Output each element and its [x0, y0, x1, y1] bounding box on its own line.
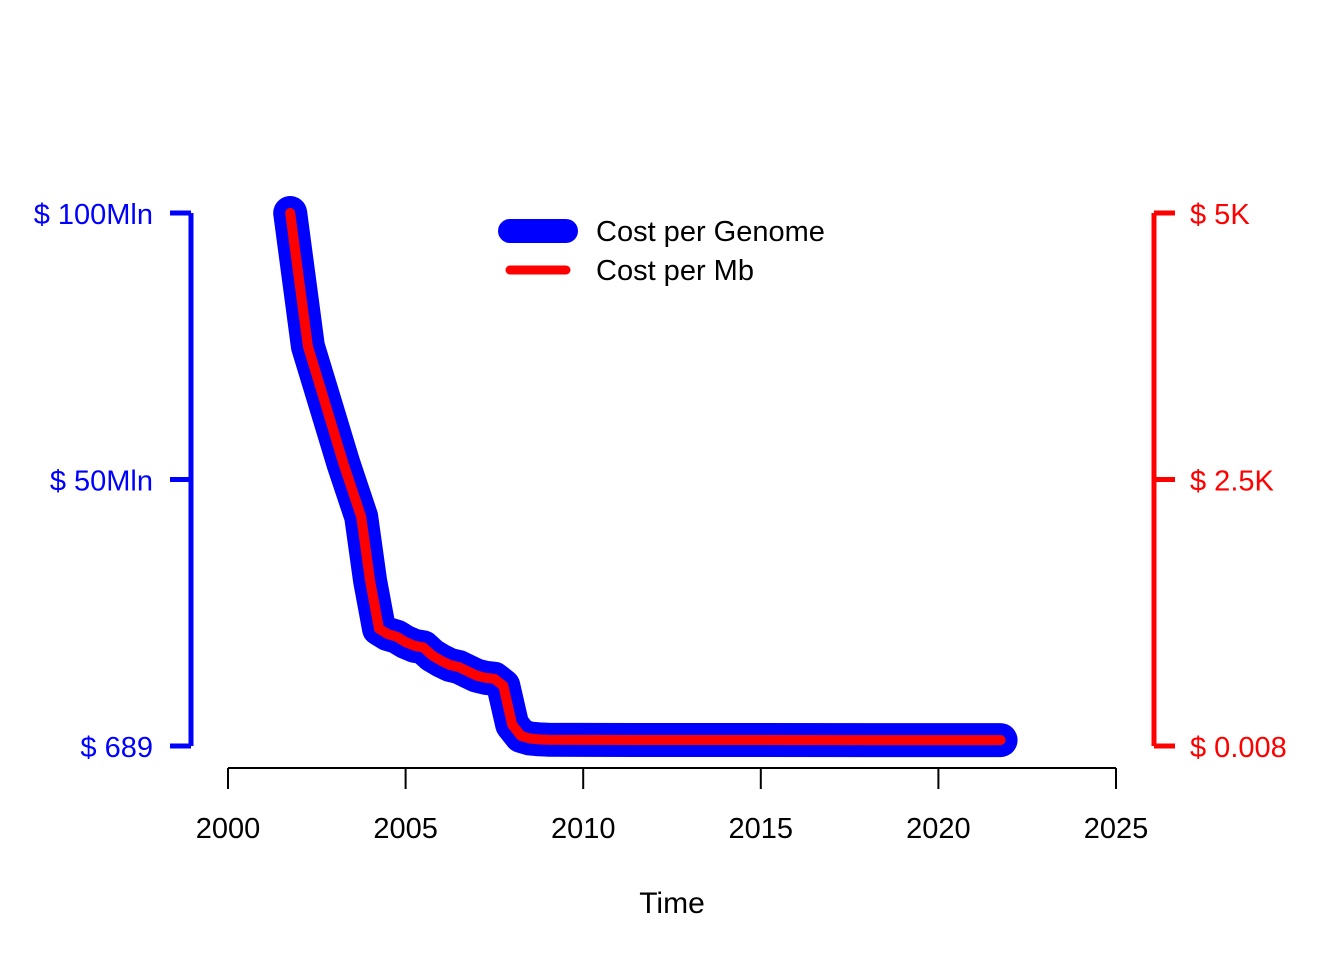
right-axis-tick-label: $ 0.008	[1190, 732, 1287, 764]
series-line-cost-per-mb	[285, 208, 1006, 746]
left-axis-tick-label: $ 100Mln	[34, 199, 153, 231]
x-axis-tick-label: 2005	[373, 813, 438, 845]
right-y-axis: $ 0.008 $ 2.5K $ 5K	[1151, 199, 1287, 764]
series-line-cost-per-genome	[273, 196, 1018, 758]
legend-label: Cost per Genome	[596, 216, 825, 248]
x-axis-tick-label: 2010	[551, 813, 616, 845]
x-axis: 2000 2005 2010 2015 2020 2025	[196, 767, 1149, 845]
right-axis-tick-label: $ 5K	[1190, 199, 1250, 231]
legend-label: Cost per Mb	[596, 255, 754, 287]
right-axis-tick-label: $ 2.5K	[1190, 466, 1274, 498]
x-axis-title: Time	[639, 887, 705, 920]
left-y-axis: $ 689 $ 50Mln $ 100Mln	[34, 199, 194, 764]
legend: Cost per Genome Cost per Mb	[498, 216, 825, 287]
left-axis-tick-label: $ 689	[80, 732, 153, 764]
x-axis-tick-label: 2015	[729, 813, 794, 845]
left-axis-tick-label: $ 50Mln	[50, 466, 153, 498]
series-layer	[273, 196, 1018, 758]
x-axis-tick-label: 2000	[196, 813, 261, 845]
x-axis-tick-label: 2020	[906, 813, 971, 845]
x-axis-tick-label: 2025	[1084, 813, 1149, 845]
